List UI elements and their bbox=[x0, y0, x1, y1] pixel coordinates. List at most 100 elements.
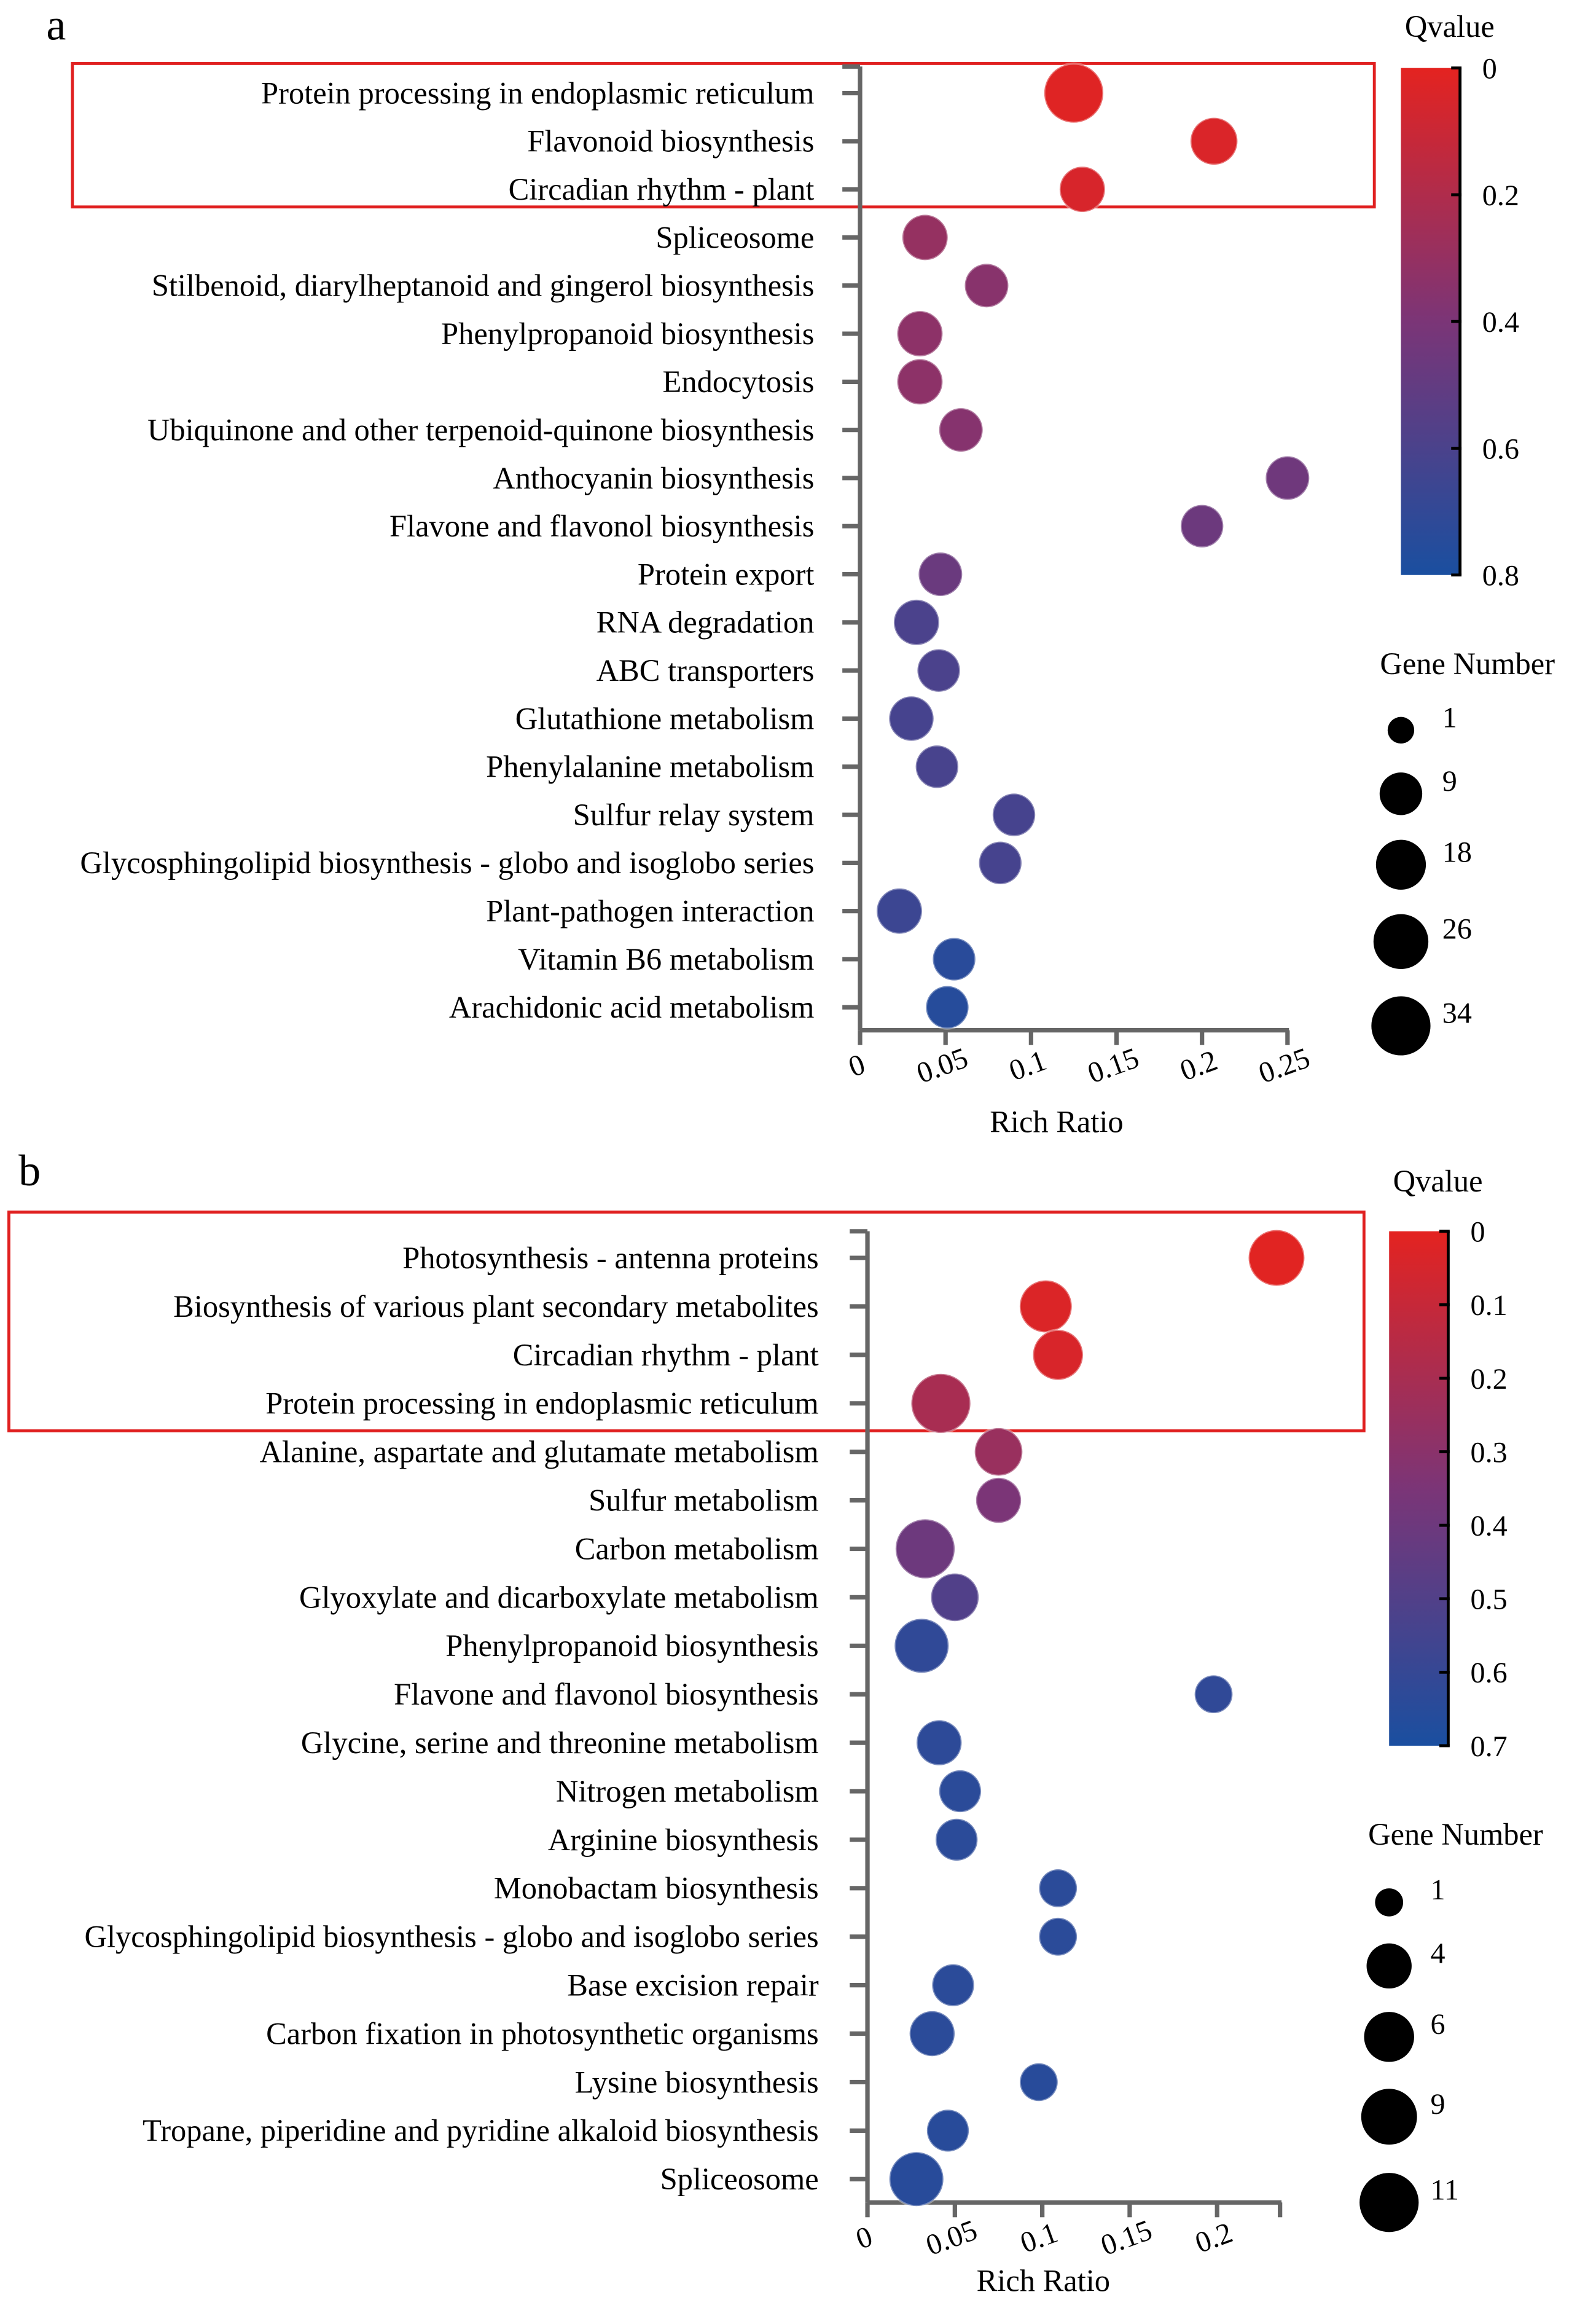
bubble-point bbox=[915, 1719, 963, 1767]
color-legend-tick-label: 0.1 bbox=[1471, 1289, 1508, 1322]
panel-label: a bbox=[46, 1, 66, 50]
size-legend-title: Gene Number bbox=[1368, 1817, 1543, 1851]
y-tick-label: Phenylpropanoid biosynthesis bbox=[445, 1628, 818, 1663]
bubble-point bbox=[1043, 62, 1105, 124]
size-legend-circle bbox=[1379, 772, 1423, 815]
bubble-point bbox=[1031, 1329, 1084, 1381]
y-tick-label: Protein processing in endoplasmic reticu… bbox=[265, 1386, 818, 1421]
y-tick-label: Tropane, piperidine and pyridine alkaloi… bbox=[143, 2113, 819, 2148]
bubble-point bbox=[1189, 116, 1239, 166]
color-legend-tick-label: 0.4 bbox=[1471, 1510, 1508, 1542]
size-legend-label: 11 bbox=[1431, 2173, 1459, 2206]
y-tick-label: Flavone and flavonol biosynthesis bbox=[389, 509, 814, 543]
bubble-point bbox=[896, 358, 944, 406]
size-legend-circle bbox=[1373, 914, 1429, 970]
y-tick-label: Photosynthesis - antenna proteins bbox=[402, 1241, 818, 1275]
color-legend-tick-label: 0 bbox=[1482, 52, 1497, 85]
bubble-point bbox=[963, 262, 1010, 309]
size-legend-circle bbox=[1371, 996, 1431, 1056]
y-tick-label: Plant-pathogen interaction bbox=[486, 893, 814, 928]
size-legend-circle bbox=[1375, 1888, 1404, 1917]
bubble-point bbox=[1247, 1228, 1306, 1287]
bubble-point bbox=[974, 1477, 1022, 1525]
y-tick-label: Circadian rhythm - plant bbox=[509, 172, 815, 206]
size-legend-label: 18 bbox=[1442, 836, 1472, 868]
highlight-box bbox=[7, 1211, 1366, 1432]
color-legend-bar bbox=[1389, 1231, 1449, 1746]
bubble-point bbox=[893, 599, 941, 646]
bubble-point bbox=[914, 744, 960, 790]
y-tick-label: Carbon fixation in photosynthetic organi… bbox=[266, 2016, 819, 2051]
color-legend-tick-label: 0.6 bbox=[1482, 433, 1519, 465]
y-tick-label: Arachidonic acid metabolism bbox=[449, 990, 815, 1024]
size-legend-circle bbox=[1387, 716, 1415, 744]
x-tick-label: 0 bbox=[844, 1048, 869, 1083]
y-tick-label: Flavone and flavonol biosynthesis bbox=[394, 1677, 819, 1711]
bubble-point bbox=[925, 984, 970, 1030]
y-tick-label: Arginine biosynthesis bbox=[548, 1823, 819, 1857]
color-legend-tick-label: 0.5 bbox=[1471, 1584, 1508, 1616]
panel-a: a 0 0.05 0.1 0.15 0.2 0.25 Rich Ratio Protein pr… bbox=[46, 1, 1555, 1139]
y-tick-label: Spliceosome bbox=[655, 220, 814, 254]
y-tick-label: Stilbenoid, diarylheptanoid and gingerol… bbox=[152, 269, 815, 303]
x-tick-label: 0.05 bbox=[921, 2214, 981, 2263]
y-tick-label: Glyoxylate and dicarboxylate metabolism bbox=[299, 1580, 819, 1614]
x-tick-label: 0.1 bbox=[1005, 1044, 1051, 1087]
bubble-point bbox=[1264, 455, 1311, 501]
bubble-point bbox=[1038, 1868, 1078, 1909]
bubble-point bbox=[910, 1372, 972, 1434]
bubble-point bbox=[934, 1817, 979, 1862]
bubble-point bbox=[894, 1518, 956, 1580]
bubble-point bbox=[1179, 503, 1225, 549]
y-tick-label: Carbon metabolism bbox=[575, 1531, 819, 1566]
bubble-point bbox=[896, 310, 944, 358]
y-tick-label: Base excision repair bbox=[567, 1968, 819, 2002]
y-tick-label: Alanine, aspartate and glutamate metabol… bbox=[260, 1435, 819, 1469]
size-legend-circle bbox=[1359, 2173, 1419, 2232]
size-legend-title: Gene Number bbox=[1380, 646, 1555, 681]
y-tick-label: Phenylalanine metabolism bbox=[486, 750, 814, 784]
bubble-point bbox=[977, 840, 1023, 885]
bubble-point bbox=[901, 213, 949, 262]
y-tick-label: ABC transporters bbox=[597, 653, 815, 688]
color-legend-tick-label: 0.2 bbox=[1482, 179, 1519, 212]
y-tick-label: Biosynthesis of various plant secondary … bbox=[173, 1289, 819, 1324]
y-tick-label: Glutathione metabolism bbox=[515, 701, 815, 736]
bubble-point bbox=[931, 1963, 976, 2008]
color-legend-title: Qvalue bbox=[1393, 1164, 1483, 1198]
color-legend-tick-label: 0.3 bbox=[1471, 1436, 1508, 1469]
bubble-point bbox=[926, 2108, 970, 2153]
y-tick-label: Sulfur relay system bbox=[573, 798, 815, 832]
bubble-point bbox=[937, 407, 984, 453]
y-tick-label: Protein processing in endoplasmic reticu… bbox=[261, 76, 814, 110]
y-tick-label: Glycosphingolipid biosynthesis - globo a… bbox=[80, 846, 814, 880]
size-legend-label: 1 bbox=[1431, 1874, 1445, 1906]
bubble-point bbox=[893, 1617, 950, 1674]
bubble-point bbox=[929, 1572, 980, 1623]
size-legend-circle bbox=[1364, 2012, 1414, 2062]
y-tick-label: Protein export bbox=[638, 557, 815, 591]
x-axis-title: Rich Ratio bbox=[990, 1105, 1123, 1139]
color-legend-tick-label: 0.7 bbox=[1471, 1730, 1508, 1763]
bubble-point bbox=[917, 551, 964, 597]
bubble-point bbox=[1019, 2062, 1059, 2103]
size-legend-label: 9 bbox=[1431, 2088, 1445, 2121]
panel-label: b bbox=[18, 1146, 41, 1195]
y-tick-label: Nitrogen metabolism bbox=[556, 1774, 819, 1808]
x-tick-label: 0.05 bbox=[912, 1042, 972, 1090]
size-legend-label: 1 bbox=[1442, 702, 1457, 734]
size-legend-label: 6 bbox=[1431, 2008, 1445, 2041]
bubble-point bbox=[888, 2151, 945, 2208]
bubble-point bbox=[931, 936, 977, 982]
y-tick-label: Glycine, serine and threonine metabolism bbox=[301, 1725, 819, 1760]
y-tick-label: Spliceosome bbox=[660, 2162, 819, 2196]
highlight-box bbox=[71, 62, 1376, 209]
x-tick-label: 0.25 bbox=[1254, 1042, 1314, 1090]
size-legend-label: 26 bbox=[1442, 913, 1472, 946]
panel-b: b 0 0.05 0.1 0.15 0.2 Rich Ratio Photosynthesis… bbox=[7, 1146, 1543, 2298]
bubble-point bbox=[888, 695, 935, 742]
y-tick-label: RNA degradation bbox=[597, 605, 815, 640]
x-tick-label: 0.2 bbox=[1191, 2216, 1237, 2259]
y-tick-label: Monobactam biosynthesis bbox=[494, 1871, 819, 1906]
